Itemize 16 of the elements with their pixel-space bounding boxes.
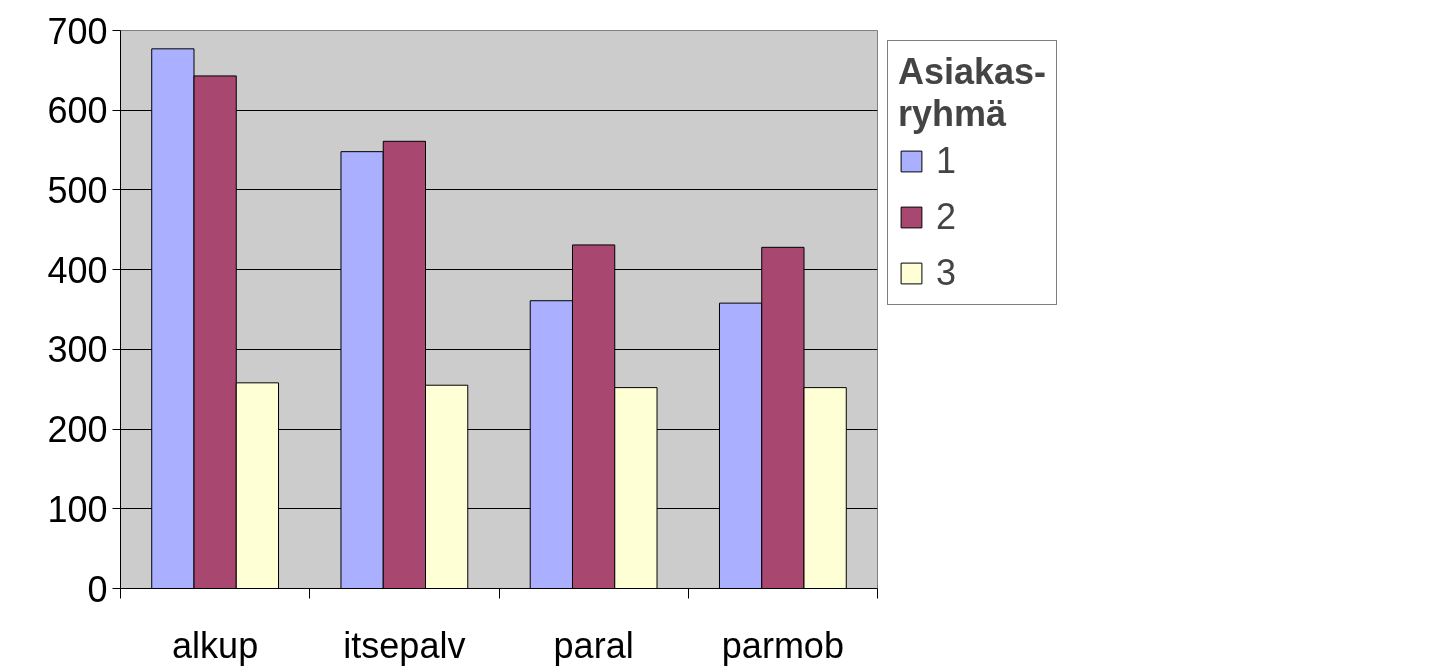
x-tick-label: paral [553,624,634,666]
legend-label: 1 [936,140,957,182]
legend-label: 2 [936,196,957,238]
x-tick-label: alkup [172,624,259,666]
x-tick-label: parmob [721,624,844,666]
y-tick-label: 400 [47,249,108,291]
x-tick-label: itsepalv [343,624,466,666]
legend-title: Asiakas-ryhmä [898,51,1047,135]
legend-label: 3 [936,252,957,294]
y-tick-label: 600 [47,90,108,132]
y-tick-label: 500 [47,169,108,211]
y-tick-label: 200 [47,409,108,451]
y-tick-label: 700 [47,10,108,52]
y-tick-label: 0 [87,568,108,610]
y-tick-label: 300 [47,329,108,371]
y-tick-label: 100 [47,488,108,530]
